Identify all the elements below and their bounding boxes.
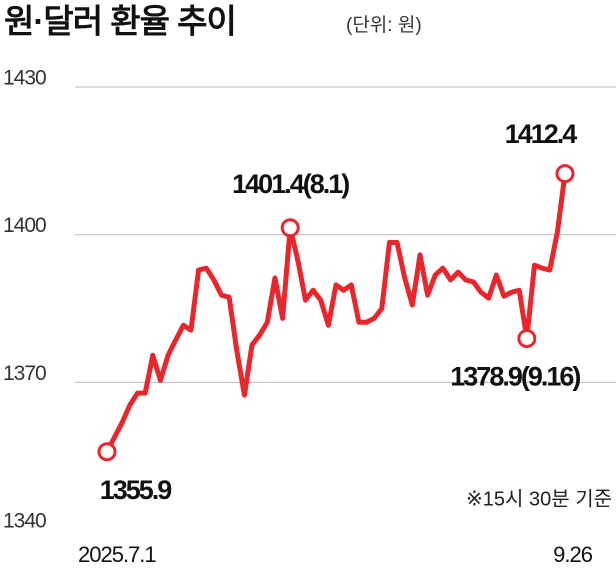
marker bbox=[97, 442, 117, 462]
note: ※15시 30분 기준 bbox=[466, 487, 612, 510]
y-tick-label: 1400 bbox=[3, 214, 46, 237]
marker bbox=[517, 329, 537, 349]
y-tick-label: 1340 bbox=[3, 510, 46, 533]
value-label: 1401.4(8.1) bbox=[232, 169, 349, 199]
value-label: 1412.4 bbox=[505, 119, 578, 149]
chart-title: 원·달러 환율 추이 bbox=[4, 3, 236, 40]
x-tick-label: 9.26 bbox=[553, 542, 593, 567]
line bbox=[104, 171, 568, 455]
value-label: 1378.9(9.16) bbox=[450, 362, 580, 392]
value-label: 1355.9 bbox=[100, 475, 173, 505]
marker bbox=[280, 218, 300, 238]
y-tick-label: 1430 bbox=[3, 67, 46, 90]
y-tick-label: 1370 bbox=[3, 362, 46, 385]
marker bbox=[555, 164, 575, 184]
chart-subtitle: (단위: 원) bbox=[346, 14, 422, 36]
x-tick-label: 2025.7.1 bbox=[78, 542, 156, 567]
